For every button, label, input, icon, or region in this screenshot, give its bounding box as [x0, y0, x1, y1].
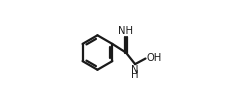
Text: H: H: [131, 70, 138, 80]
Text: N: N: [131, 64, 138, 75]
Text: NH: NH: [118, 26, 133, 36]
Text: OH: OH: [146, 53, 161, 63]
